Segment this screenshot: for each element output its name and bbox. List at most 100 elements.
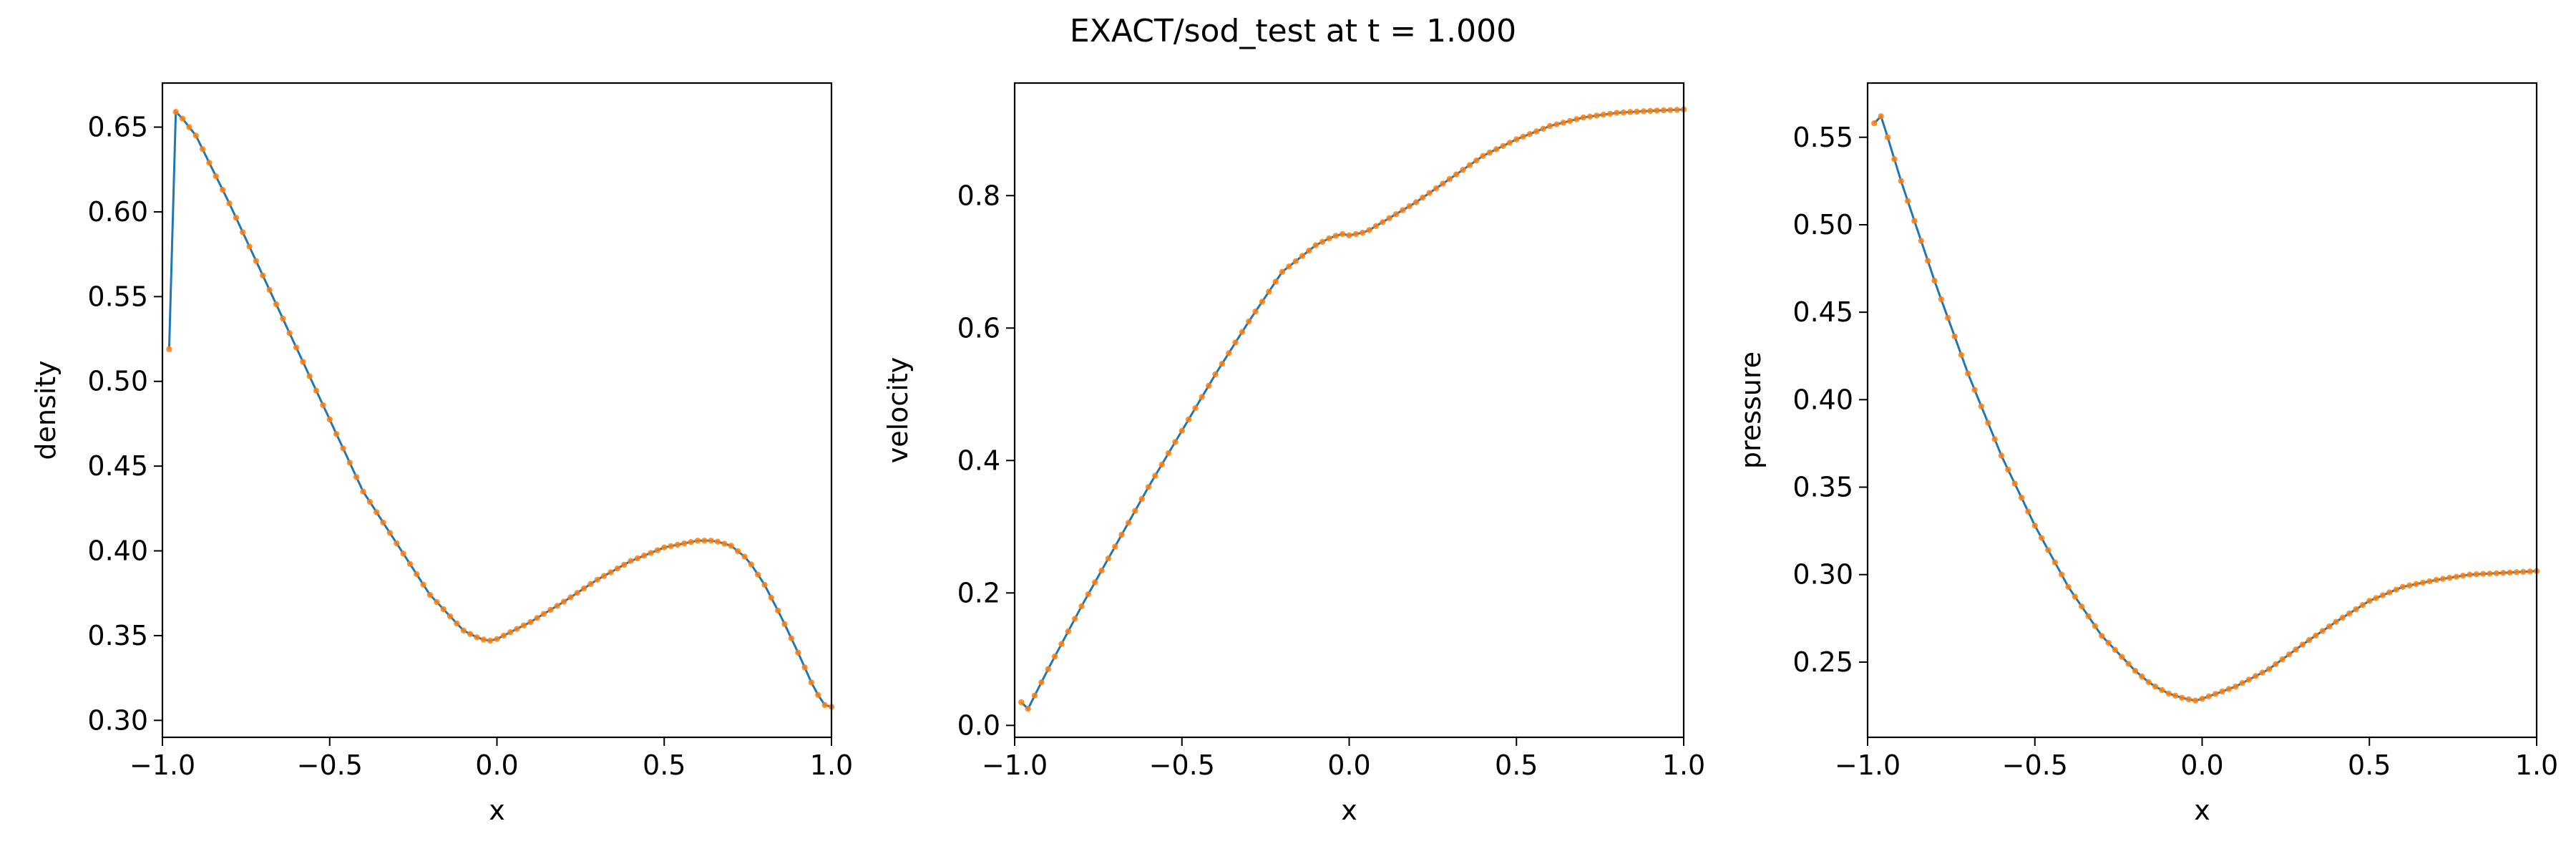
data-point	[1580, 114, 1586, 121]
data-point	[608, 569, 614, 576]
y-tick-label: 0.50	[1792, 209, 1853, 241]
data-point	[2259, 669, 2265, 676]
data-point	[1098, 567, 1105, 574]
data-point	[1132, 508, 1138, 514]
data-point	[1978, 403, 1985, 409]
data-point	[694, 538, 701, 544]
data-point	[220, 187, 226, 193]
data-point	[2373, 595, 2379, 601]
data-point	[2025, 508, 2031, 515]
data-point	[1360, 229, 1366, 236]
data-point	[1212, 371, 1219, 378]
data-point	[1025, 706, 1031, 712]
data-point	[1654, 107, 1660, 114]
data-point	[2386, 589, 2393, 596]
data-point	[1480, 152, 1486, 159]
x-tick-label: 0.5	[643, 749, 686, 781]
data-point	[1560, 120, 1566, 126]
data-point	[1219, 361, 1226, 367]
data-point	[1513, 136, 1520, 142]
data-point	[199, 146, 206, 152]
data-point	[1105, 555, 1112, 562]
data-point	[2079, 603, 2085, 610]
data-point	[1426, 190, 1433, 196]
data-point	[414, 571, 420, 578]
data-point	[2413, 581, 2419, 588]
data-point	[2119, 654, 2125, 660]
y-tick-label: 0.40	[87, 535, 148, 567]
data-point	[2112, 646, 2119, 653]
x-tick-label: −1.0	[1835, 749, 1901, 781]
axes-frame	[161, 82, 833, 739]
data-point	[1232, 339, 1239, 346]
x-tick-label: 0.5	[2348, 749, 2391, 781]
data-point	[1038, 679, 1045, 686]
data-point	[1466, 162, 1473, 168]
data-point	[1574, 116, 1580, 122]
x-tick-label: 0.0	[1327, 749, 1370, 781]
data-point	[1185, 416, 1192, 423]
data-point	[2051, 559, 2058, 566]
data-point	[380, 519, 386, 526]
data-point	[674, 541, 681, 548]
x-tick-label: 1.0	[810, 749, 853, 781]
subplots: −1.0 −0.5 0.0 0.5 1.0 0.30 0.35 0.40 0.45 0.50 0.5…	[30, 82, 2558, 826]
data-point	[2018, 495, 2025, 501]
data-point	[2172, 692, 2179, 699]
data-point	[1112, 543, 1118, 550]
data-point	[179, 115, 186, 122]
data-point	[1931, 278, 1938, 284]
y-tick-label: 0.0	[957, 709, 1000, 741]
y-tick-label: 0.35	[1792, 472, 1853, 503]
data-point	[1118, 531, 1125, 538]
data-point	[641, 553, 648, 559]
data-point	[2239, 680, 2245, 686]
data-point	[1460, 167, 1466, 173]
data-point	[1152, 472, 1158, 479]
x-axis-label: x	[2194, 795, 2210, 826]
data-point	[406, 560, 414, 567]
data-point	[795, 649, 801, 656]
data-point	[1640, 108, 1647, 115]
data-point	[728, 543, 734, 549]
x-tick-label: −0.5	[297, 749, 363, 781]
data-point	[2419, 579, 2426, 586]
y-tick-label: 0.8	[957, 180, 1000, 211]
data-point	[1911, 218, 1918, 224]
data-point	[734, 548, 741, 555]
y-tick-label: 0.55	[87, 281, 148, 312]
data-point	[1473, 157, 1480, 164]
data-point	[260, 272, 266, 278]
data-point	[286, 330, 293, 336]
data-point	[1594, 112, 1600, 119]
data-point	[540, 611, 547, 617]
data-point	[2273, 661, 2279, 667]
data-point	[1406, 203, 1413, 210]
data-point	[2045, 547, 2051, 553]
data-point	[1058, 641, 1065, 647]
data-point	[233, 215, 240, 221]
data-point	[2165, 690, 2172, 697]
y-tick-label: 0.35	[87, 620, 148, 651]
data-point	[2379, 592, 2386, 598]
data-point	[1520, 133, 1526, 140]
data-point	[2493, 570, 2500, 576]
data-point	[1533, 128, 1540, 135]
data-point	[1453, 171, 1460, 178]
data-point	[2339, 614, 2346, 621]
data-point	[1259, 299, 1266, 305]
data-point	[2487, 571, 2493, 577]
data-point	[467, 631, 474, 637]
data-point	[326, 416, 333, 423]
data-point	[333, 431, 340, 437]
data-point	[620, 561, 628, 568]
data-point	[2313, 632, 2319, 639]
data-point	[547, 606, 554, 613]
data-point	[2433, 576, 2439, 583]
data-point	[1386, 215, 1392, 221]
data-point	[246, 243, 253, 250]
data-point	[500, 632, 507, 639]
data-point	[714, 538, 721, 545]
data-point	[801, 664, 808, 671]
y-tick-label: 0.40	[1792, 384, 1853, 415]
